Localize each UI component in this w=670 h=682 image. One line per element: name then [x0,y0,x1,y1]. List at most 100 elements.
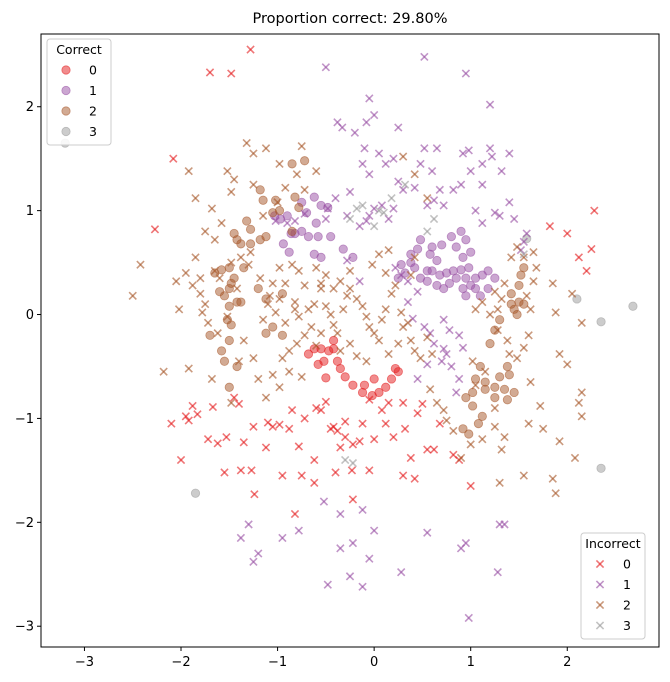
point-incorrect-2 [500,279,509,288]
point-incorrect-2 [497,294,506,304]
point-incorrect-2 [210,266,219,276]
point-incorrect-1 [464,613,473,623]
point-incorrect-2 [261,144,271,153]
point-incorrect-2 [495,478,504,488]
point-incorrect-2 [297,372,306,382]
point-correct-2 [470,374,481,384]
point-incorrect-1 [420,144,429,153]
point-incorrect-0 [268,422,277,431]
point-incorrect-0 [220,468,229,477]
point-incorrect-0 [150,225,160,234]
point-correct-2 [216,265,227,275]
point-incorrect-2 [397,308,406,317]
point-incorrect-2 [200,299,210,309]
point-incorrect-1 [278,533,287,543]
point-correct-1 [456,226,466,237]
point-correct-1 [338,244,348,254]
point-incorrect-2 [548,279,557,288]
point-incorrect-2 [384,245,393,255]
point-correct-1 [282,211,292,221]
point-incorrect-3 [519,250,528,259]
point-incorrect-1 [445,325,454,335]
point-correct-1 [412,244,423,254]
point-incorrect-0 [563,229,572,238]
point-incorrect-0 [341,432,350,442]
point-incorrect-2 [287,260,297,269]
point-incorrect-1 [236,533,246,543]
point-incorrect-2 [207,204,217,213]
point-incorrect-1 [362,216,371,226]
y-tick-label: 1 [26,204,34,219]
point-incorrect-1 [429,339,439,348]
point-incorrect-2 [213,329,222,338]
point-correct-2 [287,159,297,169]
point-correct-2 [274,206,285,216]
point-incorrect-2 [336,277,345,286]
y-tick-label: 0 [26,308,34,323]
point-correct-0 [313,359,323,369]
point-correct-1 [456,265,466,275]
point-incorrect-2 [410,346,419,356]
point-incorrect-2 [244,260,253,269]
point-correct-0 [381,382,391,392]
legend-marker-0 [595,559,605,569]
y-tick-label: −1 [15,412,34,427]
point-incorrect-1 [461,69,471,78]
point-incorrect-2 [519,471,528,480]
point-incorrect-0 [398,471,408,480]
point-incorrect-1 [397,568,406,577]
point-incorrect-1 [384,214,393,224]
point-correct-2 [277,289,288,299]
point-incorrect-2 [410,170,419,179]
point-incorrect-1 [509,214,519,224]
point-incorrect-2 [258,211,268,220]
point-incorrect-2 [362,357,371,366]
point-incorrect-1 [381,159,390,169]
point-incorrect-1 [437,357,446,366]
point-correct-2 [245,224,256,234]
point-incorrect-1 [369,526,379,535]
point-incorrect-2 [300,331,309,340]
point-incorrect-2 [352,294,361,304]
point-incorrect-2 [536,401,545,411]
point-correct-2 [253,283,263,294]
point-incorrect-0 [278,471,287,480]
point-incorrect-0 [347,466,357,475]
point-correct-2 [464,429,474,439]
point-correct-2 [239,263,249,273]
plot-points [60,45,638,623]
x-axis: −3 −2 −1 0 1 2 [75,647,571,670]
point-incorrect-2 [342,291,352,300]
point-incorrect-3 [341,455,350,465]
point-incorrect-2 [538,424,548,433]
point-incorrect-0 [582,266,591,276]
point-incorrect-2 [410,253,419,262]
point-incorrect-1 [362,118,371,127]
point-incorrect-2 [512,353,522,363]
point-correct-2 [477,411,487,421]
point-incorrect-0 [213,439,222,448]
point-incorrect-0 [227,69,236,78]
point-incorrect-2 [369,329,379,338]
point-incorrect-2 [526,377,535,387]
point-correct-0 [340,372,350,382]
point-incorrect-2 [294,312,303,321]
point-incorrect-2 [275,159,284,169]
point-correct-3 [596,317,606,327]
point-correct-1 [348,252,358,262]
point-incorrect-0 [193,410,202,419]
point-incorrect-1 [449,185,458,195]
point-incorrect-2 [321,270,331,280]
point-incorrect-2 [174,305,184,314]
point-incorrect-1 [345,187,355,197]
point-incorrect-2 [268,279,277,288]
point-incorrect-1 [290,216,300,226]
point-incorrect-2 [284,367,294,376]
point-correct-2 [495,315,505,325]
point-incorrect-2 [423,333,432,342]
point-incorrect-2 [249,180,258,189]
point-incorrect-1 [365,94,374,103]
point-incorrect-1 [478,159,487,169]
point-incorrect-2 [292,339,302,348]
point-correct-2 [258,195,268,205]
